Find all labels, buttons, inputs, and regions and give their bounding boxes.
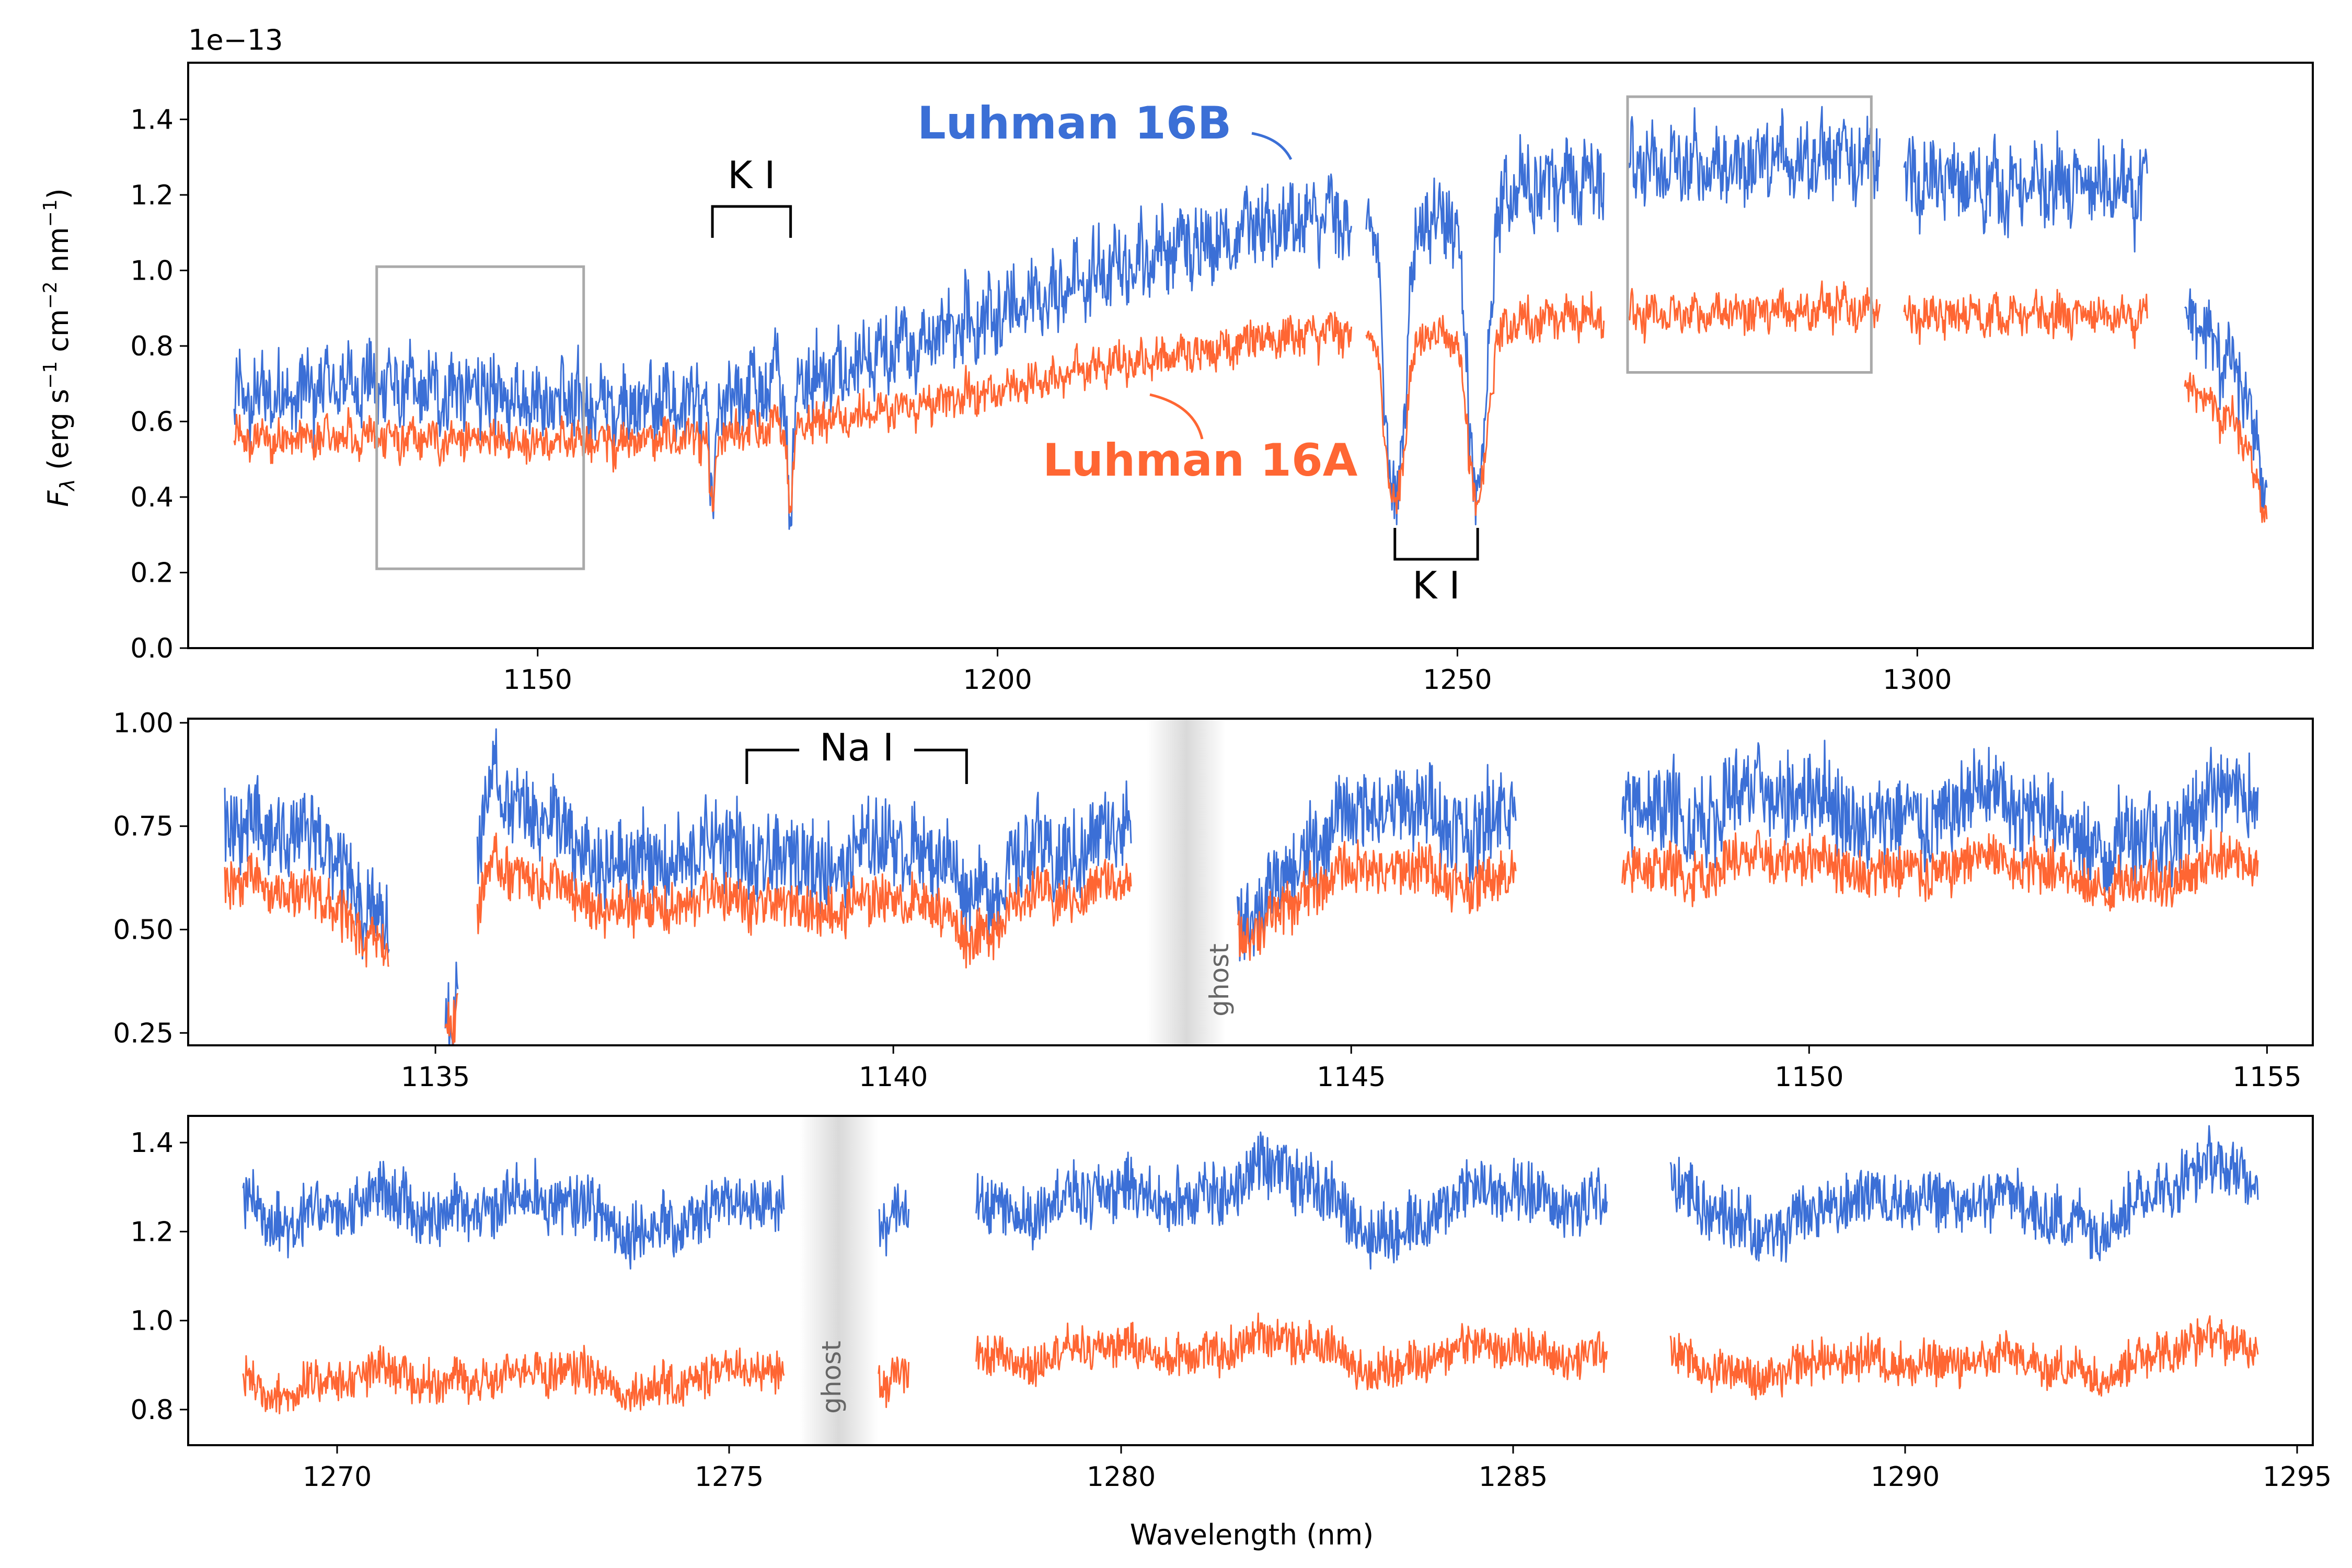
x-tick-label: 1250: [1423, 664, 1492, 696]
middle-spectra: [224, 728, 2259, 1045]
x-tick-label: 1280: [1087, 1461, 1156, 1493]
axes-frame: [187, 62, 2314, 649]
y-tick-label: 1.0: [130, 1306, 174, 1337]
x-tick-label: 1270: [303, 1461, 372, 1493]
y-tick-label: 0.0: [130, 633, 174, 664]
x-tick-label: 1135: [401, 1062, 470, 1093]
y-axis-label: Fλ (erg s−1 cm−2 nm−1): [40, 188, 79, 507]
ghost-label-middle: ghost: [1204, 943, 1235, 1017]
line-bracket: [711, 205, 792, 238]
y-tick-label: 0.8: [130, 1394, 174, 1426]
axes-frame: [187, 1115, 2314, 1446]
x-tick-label: 1200: [963, 664, 1032, 696]
ghost-band: [800, 1116, 878, 1445]
x-tick-label: 1290: [1871, 1461, 1940, 1493]
y-tick-label: 1.2: [130, 180, 174, 211]
inset-region-box: [1626, 95, 1873, 374]
spectrum-luhman-16b: [233, 106, 2268, 530]
x-axis-label: Wavelength (nm): [1130, 1518, 1374, 1551]
spectrum-luhman-16b: [224, 728, 2259, 1045]
y-tick-label: 1.0: [130, 255, 174, 286]
y-tick-label: 0.50: [113, 914, 174, 946]
y-tick-label: 1.00: [113, 708, 174, 739]
panel-top: 1e−13 Fλ (erg s−1 cm−2 nm−1) 1150 1200 125…: [40, 24, 2314, 696]
series-label-16b: Luhman 16B: [917, 97, 1231, 149]
bottom-spectra: [242, 1125, 2259, 1414]
x-tick-label: 1145: [1317, 1062, 1386, 1093]
panel-middle: 1135 1140 1145 1150 1155 0.25 0.50 0.75 1.00 Na …: [113, 708, 2314, 1093]
series-label-16b-leader: [1251, 132, 1293, 160]
spectrum-luhman-16a: [233, 280, 2268, 523]
y-tick-label: 0.2: [130, 557, 174, 589]
y-tick-label: 0.6: [130, 406, 174, 437]
x-tick-label: 1150: [503, 664, 572, 696]
y-tick-label: 0.4: [130, 482, 174, 513]
y-tick-label: 0.8: [130, 331, 174, 362]
offset-text: 1e−13: [188, 24, 283, 56]
line-label: Na I: [820, 725, 894, 769]
x-tick-label: 1155: [2232, 1062, 2301, 1093]
top-spectra: [233, 106, 2268, 530]
x-tick-label: 1285: [1479, 1461, 1548, 1493]
line-label: K I: [1412, 563, 1460, 607]
series-label-16a-leader: [1149, 393, 1204, 440]
ghost-band: [1147, 719, 1226, 1045]
y-tick-label: 1.2: [130, 1216, 174, 1248]
spectrum-luhman-16b: [242, 1125, 2259, 1270]
line-bracket: [745, 748, 968, 784]
x-tick-label: 1295: [2263, 1461, 2332, 1493]
x-tick-label: 1300: [1883, 664, 1952, 696]
x-tick-label: 1275: [695, 1461, 764, 1493]
line-label: K I: [728, 153, 775, 197]
inset-region-box: [375, 265, 585, 570]
panel-bottom: 1270 1275 1280 1285 1290 1295 0.8 1.0 1.2 1.4 gho…: [130, 1115, 2332, 1551]
x-tick-label: 1140: [859, 1062, 928, 1093]
y-tick-label: 0.25: [113, 1018, 174, 1049]
y-tick-label: 0.75: [113, 811, 174, 843]
x-tick-label: 1150: [1774, 1062, 1843, 1093]
y-tick-label: 1.4: [130, 104, 174, 135]
line-bracket: [1393, 528, 1479, 561]
spectrum-luhman-16a: [224, 829, 2259, 1045]
axes-frame: [187, 718, 2314, 1046]
series-label-16a: Luhman 16A: [1043, 434, 1358, 487]
y-tick-label: 1.4: [130, 1127, 174, 1159]
spectrum-luhman-16a: [242, 1312, 2259, 1414]
ghost-label-bottom: ghost: [816, 1341, 847, 1414]
